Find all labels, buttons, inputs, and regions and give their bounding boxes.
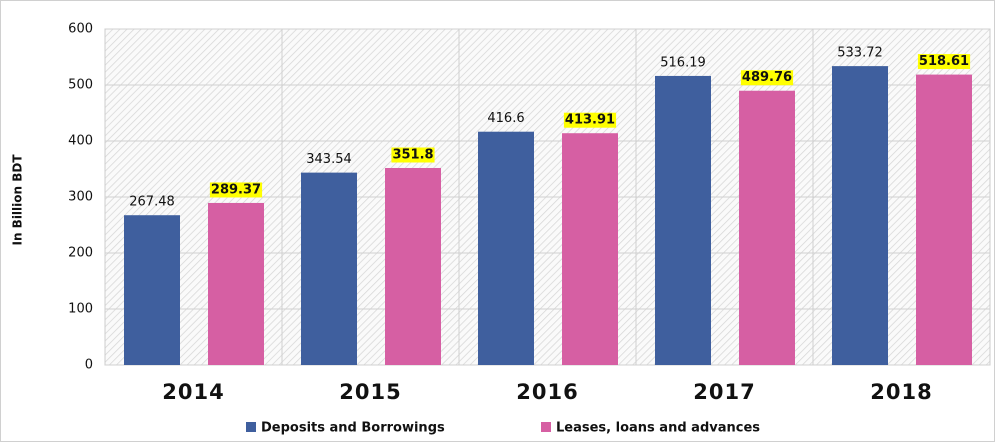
value-label: 416.6 — [487, 111, 524, 126]
value-label-highlight — [209, 182, 263, 198]
value-label-highlight — [917, 54, 971, 70]
value-label: 351.8 — [392, 147, 433, 162]
value-label: 343.54 — [306, 152, 352, 167]
bar — [832, 66, 888, 366]
value-label: 533.72 — [837, 46, 883, 61]
bar — [301, 172, 357, 365]
x-tick-label: 2014 — [162, 380, 224, 404]
bar — [562, 133, 618, 365]
value-label: 267.48 — [129, 195, 175, 210]
value-label-highlight — [563, 112, 617, 128]
bar — [208, 202, 264, 365]
x-tick-label: 2018 — [870, 380, 932, 404]
y-tick-label: 400 — [68, 134, 93, 149]
legend-label: Leases, loans and advances — [556, 421, 760, 436]
value-label-highlight — [391, 147, 435, 163]
y-tick-label: 600 — [68, 22, 93, 37]
legend-label: Deposits and Borrowings — [261, 421, 445, 436]
value-label: 518.61 — [919, 54, 969, 69]
y-tick-label: 500 — [68, 78, 93, 93]
bar — [385, 167, 441, 365]
legend-swatch — [246, 422, 256, 432]
value-label: 413.91 — [565, 113, 615, 128]
value-label: 289.37 — [211, 182, 261, 197]
value-label-highlight — [740, 70, 794, 86]
value-label: 489.76 — [742, 70, 792, 85]
bar — [124, 215, 180, 365]
y-tick-label: 100 — [68, 302, 93, 317]
bar — [655, 75, 711, 366]
bar — [739, 90, 795, 365]
y-tick-label: 0 — [85, 358, 93, 373]
y-axis-label: In Billion BDT — [11, 154, 25, 246]
x-tick-label: 2017 — [693, 380, 755, 404]
bar — [916, 74, 972, 365]
value-label: 516.19 — [660, 55, 706, 70]
y-tick-label: 300 — [68, 190, 93, 205]
bar — [478, 131, 534, 365]
x-tick-label: 2015 — [339, 380, 401, 404]
legend-swatch — [541, 422, 551, 432]
y-tick-label: 200 — [68, 246, 93, 261]
x-tick-label: 2016 — [516, 380, 578, 404]
